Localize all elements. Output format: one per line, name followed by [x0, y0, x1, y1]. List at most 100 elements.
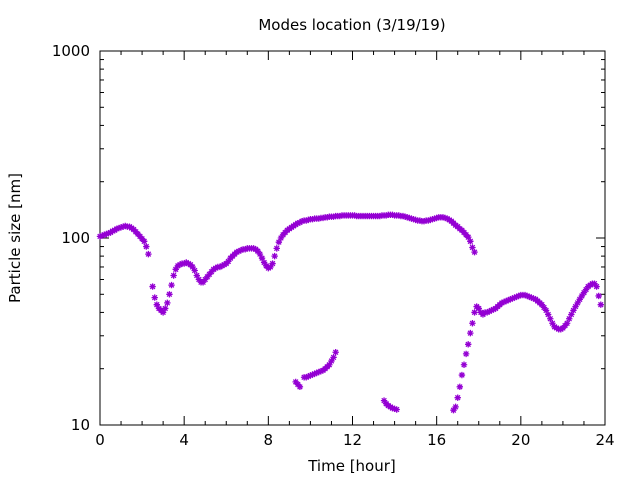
data-point — [180, 260, 188, 267]
data-point — [298, 217, 306, 225]
data-point — [597, 301, 604, 308]
data-point — [456, 383, 464, 391]
data-point — [250, 245, 257, 252]
data-point — [471, 248, 478, 256]
data-point — [574, 299, 581, 307]
data-point — [109, 227, 116, 235]
data-point — [469, 244, 476, 251]
data-point — [566, 315, 573, 322]
data-point — [490, 306, 497, 313]
data-point — [212, 264, 219, 272]
data-point — [542, 307, 550, 314]
x-tick-label: 16 — [427, 431, 446, 449]
data-point — [563, 320, 571, 327]
data-point — [185, 260, 192, 267]
data-point — [507, 296, 514, 303]
data-point — [523, 292, 531, 300]
data-point — [235, 247, 243, 255]
x-tick-label: 12 — [343, 431, 362, 449]
data-point — [465, 233, 472, 241]
data-point — [254, 247, 262, 255]
data-point — [582, 286, 590, 293]
data-point — [452, 403, 459, 411]
data-point — [277, 234, 285, 242]
data-point — [113, 225, 121, 232]
data-point — [530, 295, 537, 302]
data-point — [593, 283, 600, 290]
data-point — [509, 295, 516, 302]
data-point — [122, 222, 129, 230]
data-point — [420, 217, 428, 225]
data-point — [483, 309, 491, 316]
data-point — [326, 361, 333, 368]
data-point — [313, 369, 320, 377]
data-point — [119, 223, 127, 230]
data-point — [547, 315, 554, 322]
data-point — [549, 320, 556, 327]
data-point — [568, 311, 575, 318]
data-point — [412, 216, 419, 224]
data-point — [170, 272, 177, 279]
data-point — [267, 263, 274, 271]
data-point — [96, 233, 104, 240]
data-point — [269, 260, 276, 267]
x-tick-label: 24 — [595, 431, 614, 449]
data-point — [462, 350, 470, 358]
data-point — [149, 283, 156, 290]
y-tick-label: 10 — [71, 416, 90, 434]
data-point — [193, 272, 200, 279]
data-point — [595, 292, 602, 300]
data-point — [315, 368, 323, 376]
data-point — [143, 243, 150, 250]
data-point — [311, 370, 318, 377]
axis-ticks — [99, 50, 606, 426]
data-point — [580, 289, 588, 296]
x-tick-label: 4 — [179, 431, 189, 449]
data-point — [296, 383, 304, 391]
x-tick-label: 0 — [95, 431, 105, 449]
data-point — [105, 230, 112, 237]
data-point — [103, 230, 110, 238]
data-points — [96, 211, 604, 414]
data-point — [332, 349, 339, 356]
data-point — [544, 311, 552, 318]
data-point — [572, 303, 579, 310]
data-point — [174, 262, 182, 270]
data-point — [166, 291, 173, 298]
data-point — [540, 304, 548, 311]
data-point — [309, 371, 316, 378]
data-point — [191, 267, 198, 274]
data-point — [241, 246, 249, 253]
data-point — [98, 232, 106, 239]
data-point — [189, 263, 196, 271]
data-point — [458, 371, 466, 379]
data-point — [162, 305, 169, 312]
data-point — [260, 259, 268, 266]
data-point — [305, 373, 312, 380]
data-point — [204, 273, 211, 281]
data-point — [521, 291, 529, 299]
data-point — [233, 248, 240, 256]
data-point — [307, 372, 314, 379]
data-point — [538, 301, 546, 308]
data-point — [303, 217, 310, 224]
data-point — [515, 292, 522, 300]
data-point — [576, 296, 583, 303]
data-point — [218, 262, 226, 270]
data-point — [159, 309, 167, 316]
data-point — [258, 254, 266, 262]
data-point — [265, 264, 272, 272]
data-point — [475, 305, 482, 312]
data-point — [498, 299, 506, 307]
x-axis-label: Time [hour] — [307, 457, 396, 475]
data-point — [273, 245, 280, 252]
y-tick-label: 1000 — [52, 42, 90, 60]
data-point — [145, 250, 152, 258]
data-point — [425, 217, 432, 224]
data-point — [164, 299, 171, 307]
data-point — [225, 258, 232, 265]
x-tick-label: 20 — [511, 431, 530, 449]
tick-labels: 0 4 8 12 16 20 24 10 100 1000 — [52, 42, 615, 449]
data-point — [570, 307, 577, 314]
